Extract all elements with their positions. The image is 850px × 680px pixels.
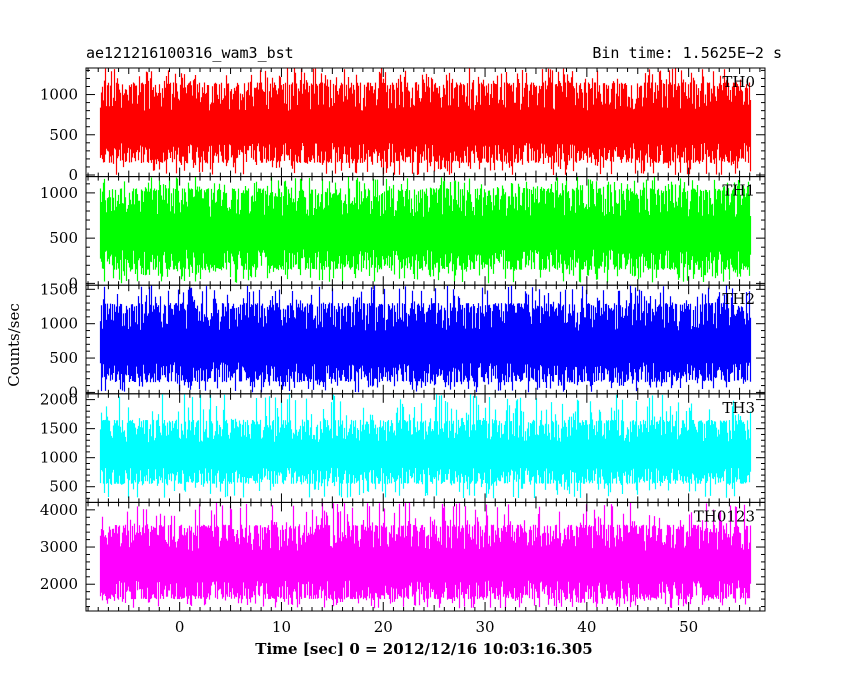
y-tick-label: 0 <box>68 166 78 184</box>
y-tick-label: 2000 <box>40 575 78 593</box>
y-tick-label: 1000 <box>40 86 78 104</box>
series-label-th0123: TH0123 <box>694 507 755 525</box>
panel-th2: 0 500 1000 1500 TH2 <box>40 280 766 401</box>
y-tick-label: 1500 <box>40 280 78 298</box>
y-axis-label: Counts/sec <box>5 303 23 387</box>
panel-th1: 0 500 1000 TH1 <box>40 176 766 292</box>
y-tick-label: 0 <box>68 383 78 401</box>
series-label-th2: TH2 <box>722 290 755 308</box>
plot-title: ae121216100316_wam3_bst <box>86 44 294 62</box>
series-line-th2 <box>99 285 752 393</box>
y-tick-label: 500 <box>49 126 78 144</box>
y-tick-label: 500 <box>49 478 78 496</box>
y-tick-label: 1500 <box>40 420 78 438</box>
panel-th3: 500 1000 1500 2000 TH3 <box>40 391 766 503</box>
y-tick-label: 1000 <box>40 184 78 202</box>
y-tick-label: 2000 <box>40 391 78 409</box>
y-tick-label: 4000 <box>40 501 78 519</box>
y-tick-label: 500 <box>49 229 78 247</box>
series-line-th0 <box>99 68 752 175</box>
x-axis-label: Time [sec] 0 = 2012/12/16 10:03:16.305 <box>255 640 593 658</box>
y-tick-label: 0 <box>68 274 78 292</box>
series-label-th0: TH0 <box>722 73 755 91</box>
series-line-th3 <box>99 394 752 499</box>
x-tick-label: 50 <box>679 618 698 636</box>
panel-th0: 0 500 1000 TH0 <box>40 67 766 184</box>
y-tick-label: 1000 <box>40 449 78 467</box>
x-tick-label: 20 <box>374 618 393 636</box>
x-tick-label: 30 <box>476 618 495 636</box>
series-label-th1: TH1 <box>722 182 755 200</box>
y-tick-label: 1000 <box>40 315 78 333</box>
panel-frame <box>85 501 766 612</box>
series-line-th0123 <box>99 502 752 609</box>
x-tick-label: 40 <box>577 618 596 636</box>
x-tick-label: 0 <box>175 618 185 636</box>
y-tick-label: 3000 <box>40 538 78 556</box>
series-label-th3: TH3 <box>722 399 755 417</box>
y-tick-label: 500 <box>49 349 78 367</box>
panel-th0123: 2000 3000 4000 TH0123 <box>40 501 766 612</box>
series-line-th1 <box>99 176 752 284</box>
bin-time-label: Bin time: 1.5625E−2 s <box>592 44 782 62</box>
x-tick-label: 10 <box>272 618 291 636</box>
